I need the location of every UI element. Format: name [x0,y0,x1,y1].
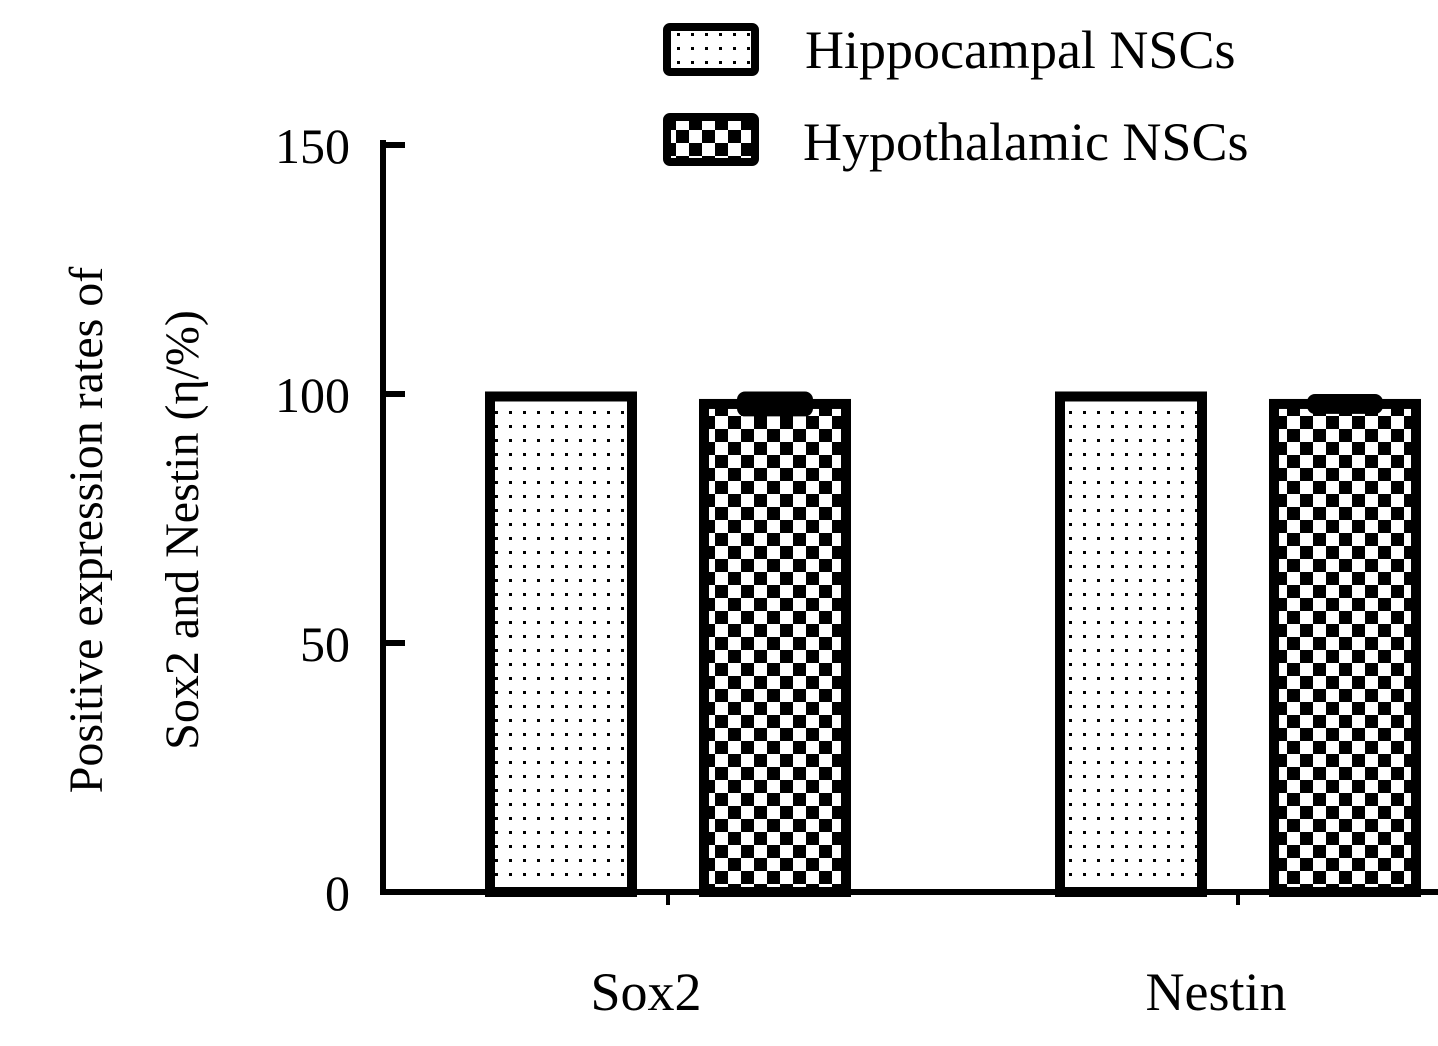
y-tick-label: 50 [300,616,350,672]
y-axis-title-line-1: Positive expression rates of [60,267,113,794]
legend-swatch-hippocampal [663,23,759,76]
legend-label-hypothalamic: Hypothalamic NSCs [803,112,1248,172]
bar [699,398,851,897]
error-bar [737,391,813,417]
category-label: Sox2 [590,962,701,1022]
y-axis-title: Positive expression rates of Sox2 and Ne… [60,267,209,794]
y-tick-label: 150 [275,118,350,174]
bars [485,391,1421,897]
error-bar [1093,391,1169,402]
error-bar [1307,394,1383,414]
bar [1055,391,1207,897]
category-labels: Sox2 Nestin [590,962,1286,1022]
bar [485,391,637,897]
error-bar [523,391,599,402]
y-tick-label: 100 [275,367,350,423]
bar [1269,398,1421,897]
x-ticks [666,892,1240,905]
legend-label-hippocampal: Hippocampal NSCs [805,20,1235,80]
y-tick-label: 0 [325,865,350,921]
legend-swatch-hypothalamic [663,113,759,166]
y-axis-title-line-2: Sox2 and Nestin (η/%) [156,310,209,750]
category-label: Nestin [1146,962,1287,1022]
y-ticks: 0 50 100 150 [275,118,405,921]
legend: Hippocampal NSCs Hypothalamic NSCs [663,20,1248,172]
